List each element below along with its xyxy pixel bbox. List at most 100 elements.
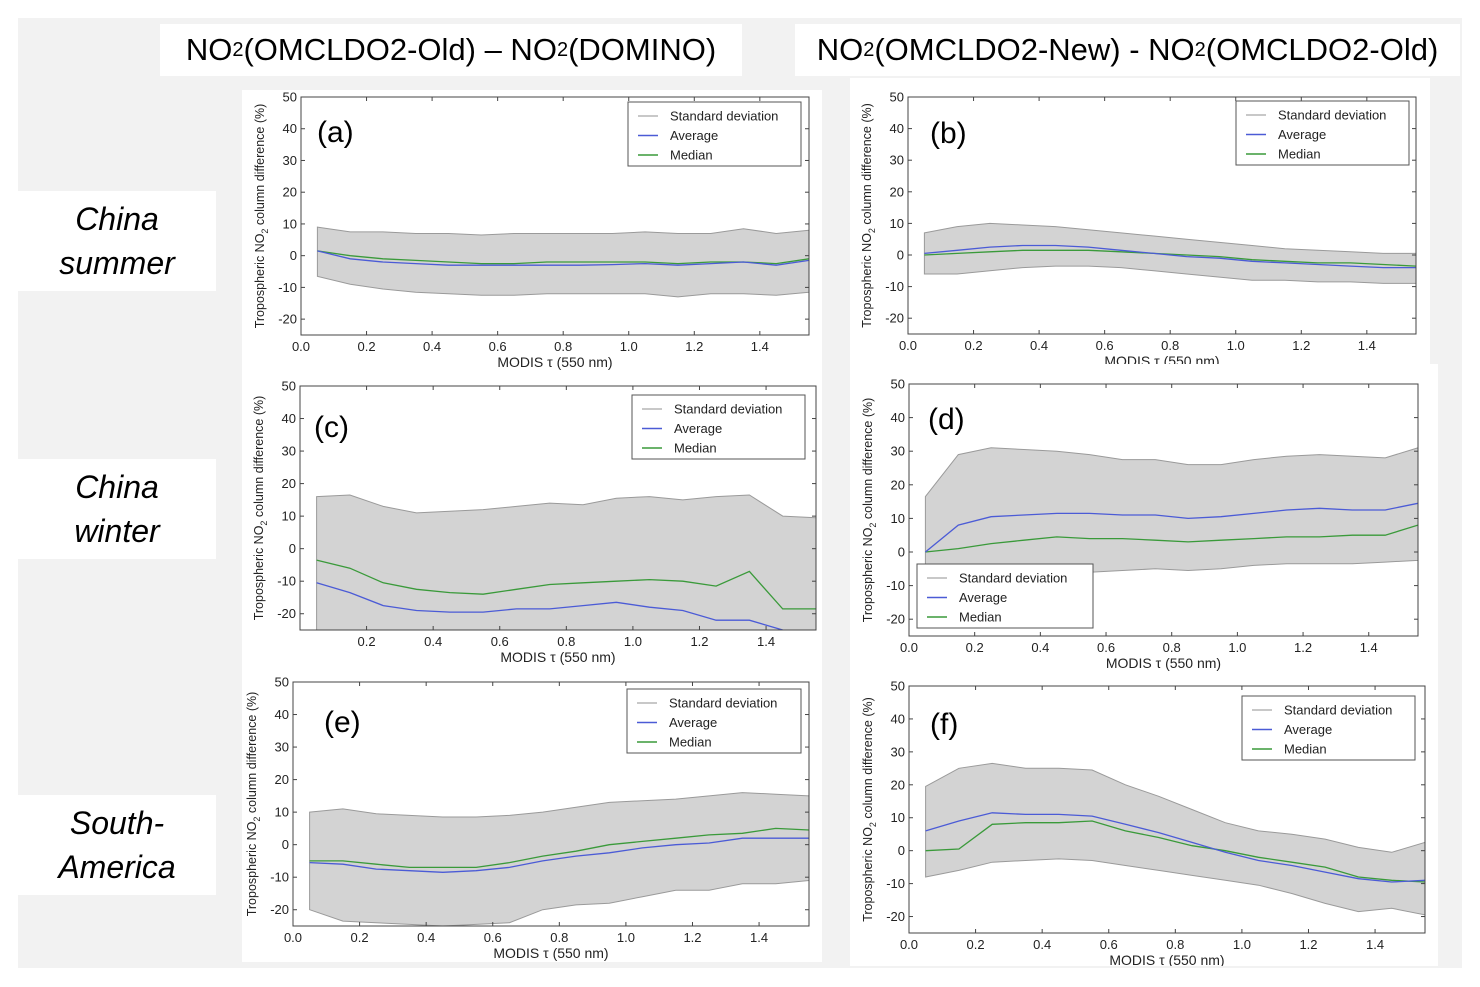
average-line xyxy=(317,250,809,266)
y-tick-label: 40 xyxy=(283,121,297,136)
x-tick-label: 0.0 xyxy=(899,338,917,353)
panel-label: (b) xyxy=(930,117,967,150)
y-tick-label: -20 xyxy=(885,311,904,326)
legend-median-label: Median xyxy=(669,735,712,750)
y-axis-label-sub: 2 xyxy=(868,523,878,528)
y-tick-label: 20 xyxy=(890,184,904,199)
plot-frame xyxy=(299,385,817,631)
y-tick-label: 30 xyxy=(890,153,904,168)
legend-std-label: Standard deviation xyxy=(1278,108,1386,123)
y-tick-label: 0 xyxy=(897,248,904,263)
plot-frame xyxy=(300,96,810,336)
y-axis-label-post: column difference (%) xyxy=(252,396,266,521)
std-deviation-band xyxy=(925,762,1425,916)
y-tick-label: -10 xyxy=(270,870,289,885)
x-axis-label: MODIS τ (550 nm) xyxy=(493,945,608,961)
y-tick-label: 20 xyxy=(891,477,905,492)
x-tick-label: 1.0 xyxy=(624,634,642,649)
y-tick-label: 10 xyxy=(891,810,905,825)
legend-average-label: Average xyxy=(959,590,1007,605)
legend-average-label: Average xyxy=(1278,127,1326,142)
x-tick-label: 0.4 xyxy=(1030,338,1048,353)
x-tick-label: 1.4 xyxy=(1358,338,1376,353)
average-line xyxy=(925,812,1425,883)
y-axis-label-pre: Tropospheric NO xyxy=(861,827,875,922)
plot-area xyxy=(316,494,816,630)
chart-svg: -20 -10 0 10 20 30 40 50 0.0 0.2 0.4 0.6 0.8 1.0 1.2 1.… xyxy=(860,90,1417,369)
x-tick-label: 0.0 xyxy=(900,640,918,655)
y-axis-label: Tropospheric NO2 column difference (%) xyxy=(861,398,878,623)
column-header-left: NO 2 (OMCLDO2-Old) – NO 2 (DOMINO) xyxy=(160,24,742,76)
y-axis-label-post: column difference (%) xyxy=(860,103,874,228)
panel-label: (d) xyxy=(928,403,965,436)
y-tick-label: 50 xyxy=(282,379,296,394)
plot-frame xyxy=(907,96,1417,335)
median-line xyxy=(316,559,816,610)
x-tick-label: 1.2 xyxy=(1299,937,1317,952)
y-tick-label: -10 xyxy=(886,578,905,593)
y-tick-label: 20 xyxy=(283,185,297,200)
x-tick-label: 0.8 xyxy=(1163,640,1181,655)
row-label-line2: America xyxy=(58,849,176,885)
x-tick-label: 0.4 xyxy=(1033,937,1051,952)
y-axis-label-sub: 2 xyxy=(868,822,878,827)
x-tick-label: 0.0 xyxy=(292,339,310,354)
x-tick-label: 0.8 xyxy=(557,634,575,649)
x-tick-label: 1.4 xyxy=(751,339,769,354)
legend-median-label: Median xyxy=(670,148,713,163)
chart-svg: -20 -10 0 10 20 30 40 50 0.0 0.2 0.4 0.6 0.8 1.0 1.2 1.… xyxy=(253,90,810,370)
y-tick-label: 20 xyxy=(891,777,905,792)
y-tick-label: 10 xyxy=(890,216,904,231)
median-line xyxy=(317,250,809,265)
row-label-south-america: South- America xyxy=(18,795,216,895)
y-axis-label: Tropospheric NO2 column difference (%) xyxy=(861,697,878,922)
y-tick-label: 10 xyxy=(282,509,296,524)
y-axis-label-pre: Tropospheric NO xyxy=(245,821,259,916)
x-tick-label: 0.2 xyxy=(966,640,984,655)
row-label-line1: China xyxy=(75,469,159,505)
x-tick-label: 1.0 xyxy=(620,339,638,354)
y-axis-label-pre: Tropospheric NO xyxy=(252,525,266,620)
x-tick-label: 1.0 xyxy=(1227,338,1245,353)
header-left-mid: (OMCLDO2-Old) – NO xyxy=(243,32,557,67)
y-tick-label: 40 xyxy=(282,411,296,426)
x-tick-label: 1.2 xyxy=(683,930,701,945)
legend-median-label: Median xyxy=(1278,147,1321,162)
x-tick-label: 0.2 xyxy=(965,338,983,353)
plot-frame xyxy=(908,685,1426,934)
panel-label: (a) xyxy=(317,116,354,149)
x-tick-label: 0.6 xyxy=(489,339,507,354)
x-tick-label: 0.8 xyxy=(550,930,568,945)
x-tick-label: 0.8 xyxy=(1166,937,1184,952)
row-label-line1: South- xyxy=(69,805,165,841)
x-tick-label: 1.2 xyxy=(1294,640,1312,655)
y-tick-label: -20 xyxy=(278,312,297,327)
panel-label: (f) xyxy=(930,708,958,741)
x-axis-label: MODIS τ (550 nm) xyxy=(500,649,615,665)
x-axis-label: MODIS τ (550 nm) xyxy=(1106,655,1221,671)
x-tick-label: 1.2 xyxy=(685,339,703,354)
column-header-right: NO 2 (OMCLDO2-New) - NO 2 (OMCLDO2-Old) xyxy=(795,24,1460,76)
x-tick-label: 0.6 xyxy=(491,634,509,649)
panel-label: (c) xyxy=(314,411,349,444)
chart-panel-b: -20 -10 0 10 20 30 40 50 0.0 0.2 0.4 0.6 0.8 1.0 1.2 1.… xyxy=(850,78,1430,370)
x-tick-label: 1.4 xyxy=(1360,640,1378,655)
x-tick-label: 0.0 xyxy=(284,930,302,945)
y-axis-label-pre: Tropospheric NO xyxy=(253,233,267,328)
chart-svg: -20 -10 0 10 20 30 40 50 0.2 0.4 0.6 0.8 1.0 1.2 1.4 MO… xyxy=(252,379,817,665)
x-tick-label: 0.2 xyxy=(358,339,376,354)
x-tick-label: 0.8 xyxy=(1161,338,1179,353)
x-tick-label: 0.4 xyxy=(417,930,435,945)
header-left-pre: NO xyxy=(185,32,233,67)
y-tick-label: 30 xyxy=(282,444,296,459)
header-right-mid: (OMCLDO2-New) - NO xyxy=(874,32,1195,67)
header-right-pre: NO xyxy=(816,32,864,67)
header-right-sub2: 2 xyxy=(1194,38,1206,61)
plot-frame xyxy=(292,681,810,927)
median-line xyxy=(309,827,809,869)
row-label-china-winter: China winter xyxy=(18,459,216,559)
y-tick-label: -20 xyxy=(270,902,289,917)
legend-median-label: Median xyxy=(674,441,717,456)
median-line xyxy=(925,524,1418,553)
legend-median-label: Median xyxy=(1284,742,1327,757)
